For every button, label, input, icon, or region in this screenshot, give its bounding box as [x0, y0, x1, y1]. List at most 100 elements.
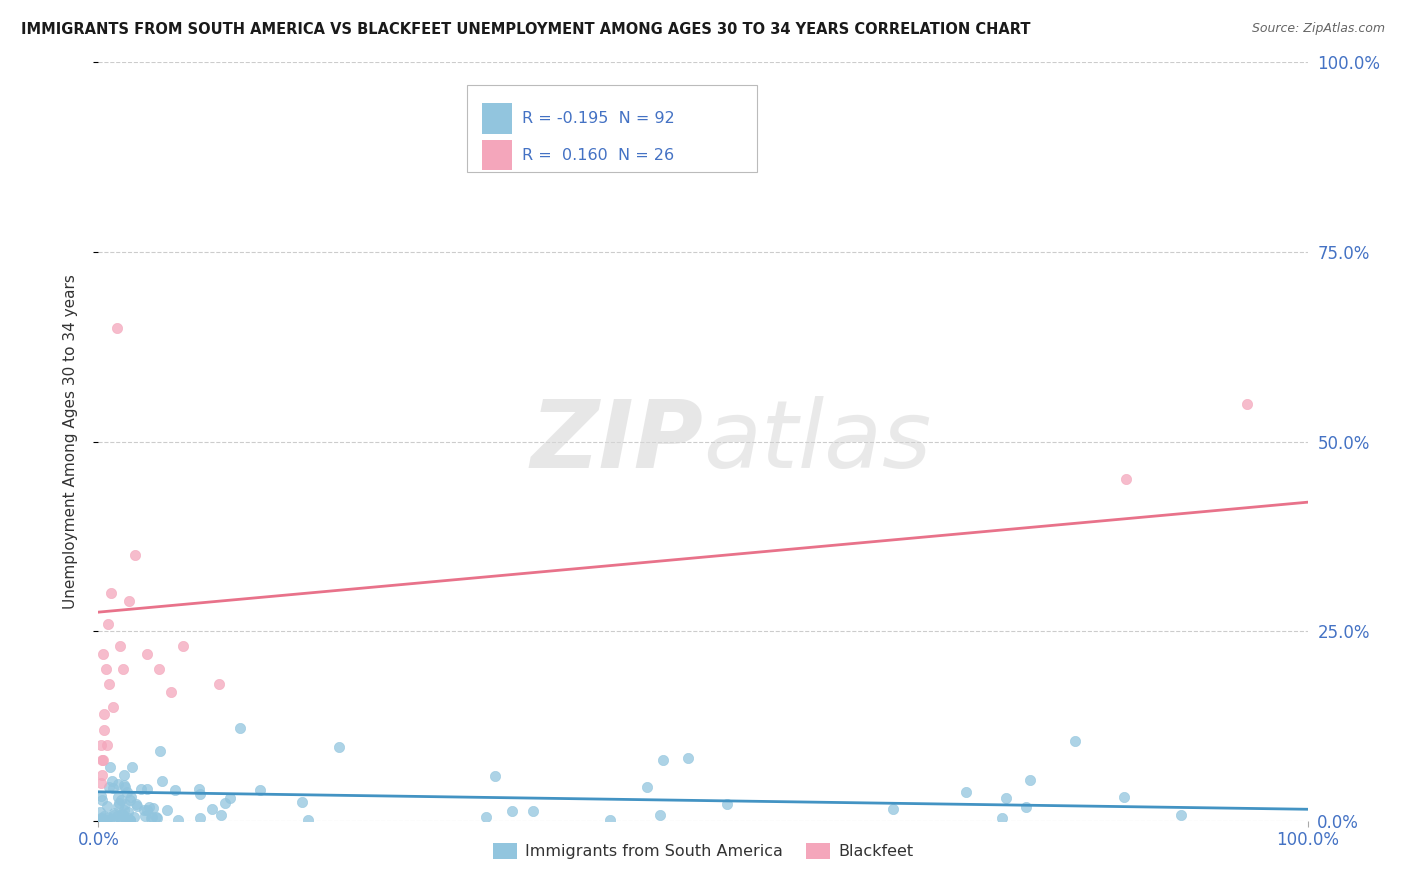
Point [105, 320, 128, 334]
Point [145, 810, 167, 824]
Point [112, 778, 135, 792]
Point [484, 769, 506, 783]
Text: Source: ZipAtlas.com: Source: ZipAtlas.com [1251, 22, 1385, 36]
Point [91, 647, 114, 661]
Point [146, 811, 169, 825]
Point [108, 639, 131, 653]
Point [187, 782, 209, 797]
Point [118, 594, 141, 608]
Point [118, 813, 141, 827]
Point [111, 813, 134, 827]
Point [651, 753, 673, 767]
Point [89, 813, 111, 827]
Point [96, 738, 118, 752]
Point [136, 803, 159, 817]
Point [90, 738, 112, 752]
Text: IMMIGRANTS FROM SOUTH AMERICA VS BLACKFEET UNEMPLOYMENT AMONG AGES 30 TO 34 YEAR: IMMIGRANTS FROM SOUTH AMERICA VS BLACKFE… [21, 22, 1031, 37]
Point [103, 807, 125, 822]
Point [94, 662, 117, 676]
Point [141, 810, 163, 824]
Point [107, 789, 129, 804]
Point [129, 782, 152, 797]
Point [188, 811, 211, 825]
Text: ZIP: ZIP [530, 395, 703, 488]
Point [599, 813, 621, 827]
Point [229, 721, 252, 735]
Point [167, 813, 190, 827]
Point [117, 805, 139, 820]
Point [1115, 473, 1137, 487]
Point [105, 809, 128, 823]
Text: atlas: atlas [703, 396, 931, 487]
Point [111, 807, 134, 822]
Point [716, 797, 738, 812]
Point [209, 808, 232, 822]
Point [955, 785, 977, 799]
Point [107, 799, 129, 814]
Point [115, 785, 138, 799]
Point [90, 776, 112, 790]
Point [101, 780, 124, 795]
Point [124, 548, 146, 563]
Point [117, 811, 139, 825]
Point [114, 780, 136, 794]
Point [1019, 773, 1042, 788]
Point [156, 803, 179, 817]
Point [127, 798, 149, 813]
Point [297, 813, 319, 827]
Point [96, 798, 118, 813]
Point [111, 807, 134, 822]
Point [214, 796, 236, 810]
Point [142, 801, 165, 815]
Point [121, 760, 143, 774]
Point [328, 740, 350, 755]
Point [101, 699, 124, 714]
Point [118, 793, 141, 807]
Point [219, 791, 242, 805]
Text: R = -0.195  N = 92: R = -0.195 N = 92 [522, 111, 675, 126]
Point [112, 768, 135, 782]
Point [91, 753, 114, 767]
Point [93, 707, 115, 722]
Point [93, 808, 115, 822]
Point [125, 797, 148, 811]
Point [111, 662, 134, 676]
Point [475, 810, 498, 824]
Y-axis label: Unemployment Among Ages 30 to 34 years: Unemployment Among Ages 30 to 34 years [63, 274, 77, 609]
Point [991, 811, 1014, 825]
Point [98, 677, 121, 691]
Point [89, 805, 111, 819]
Bar [482, 103, 512, 134]
Point [118, 813, 141, 827]
Point [139, 811, 162, 825]
Point [91, 768, 114, 782]
Point [97, 616, 120, 631]
Point [90, 811, 112, 825]
Legend: Immigrants from South America, Blackfeet: Immigrants from South America, Blackfeet [486, 837, 920, 866]
Point [160, 685, 183, 699]
Point [208, 677, 231, 691]
Point [98, 780, 121, 795]
Point [172, 639, 194, 653]
Point [110, 793, 132, 807]
Point [188, 787, 211, 801]
Point [100, 586, 122, 600]
Point [112, 803, 135, 817]
Point [201, 802, 224, 816]
Point [134, 809, 156, 823]
Point [135, 781, 157, 796]
Point [107, 777, 129, 791]
Point [1170, 808, 1192, 822]
Point [107, 797, 129, 811]
FancyBboxPatch shape [467, 85, 758, 172]
Point [1114, 790, 1136, 805]
Point [98, 760, 121, 774]
Point [103, 805, 125, 820]
Point [249, 783, 271, 797]
Point [650, 807, 672, 822]
Point [124, 810, 146, 824]
Point [97, 813, 120, 827]
Point [149, 743, 172, 757]
Text: R =  0.160  N = 26: R = 0.160 N = 26 [522, 148, 673, 162]
Point [91, 813, 114, 827]
